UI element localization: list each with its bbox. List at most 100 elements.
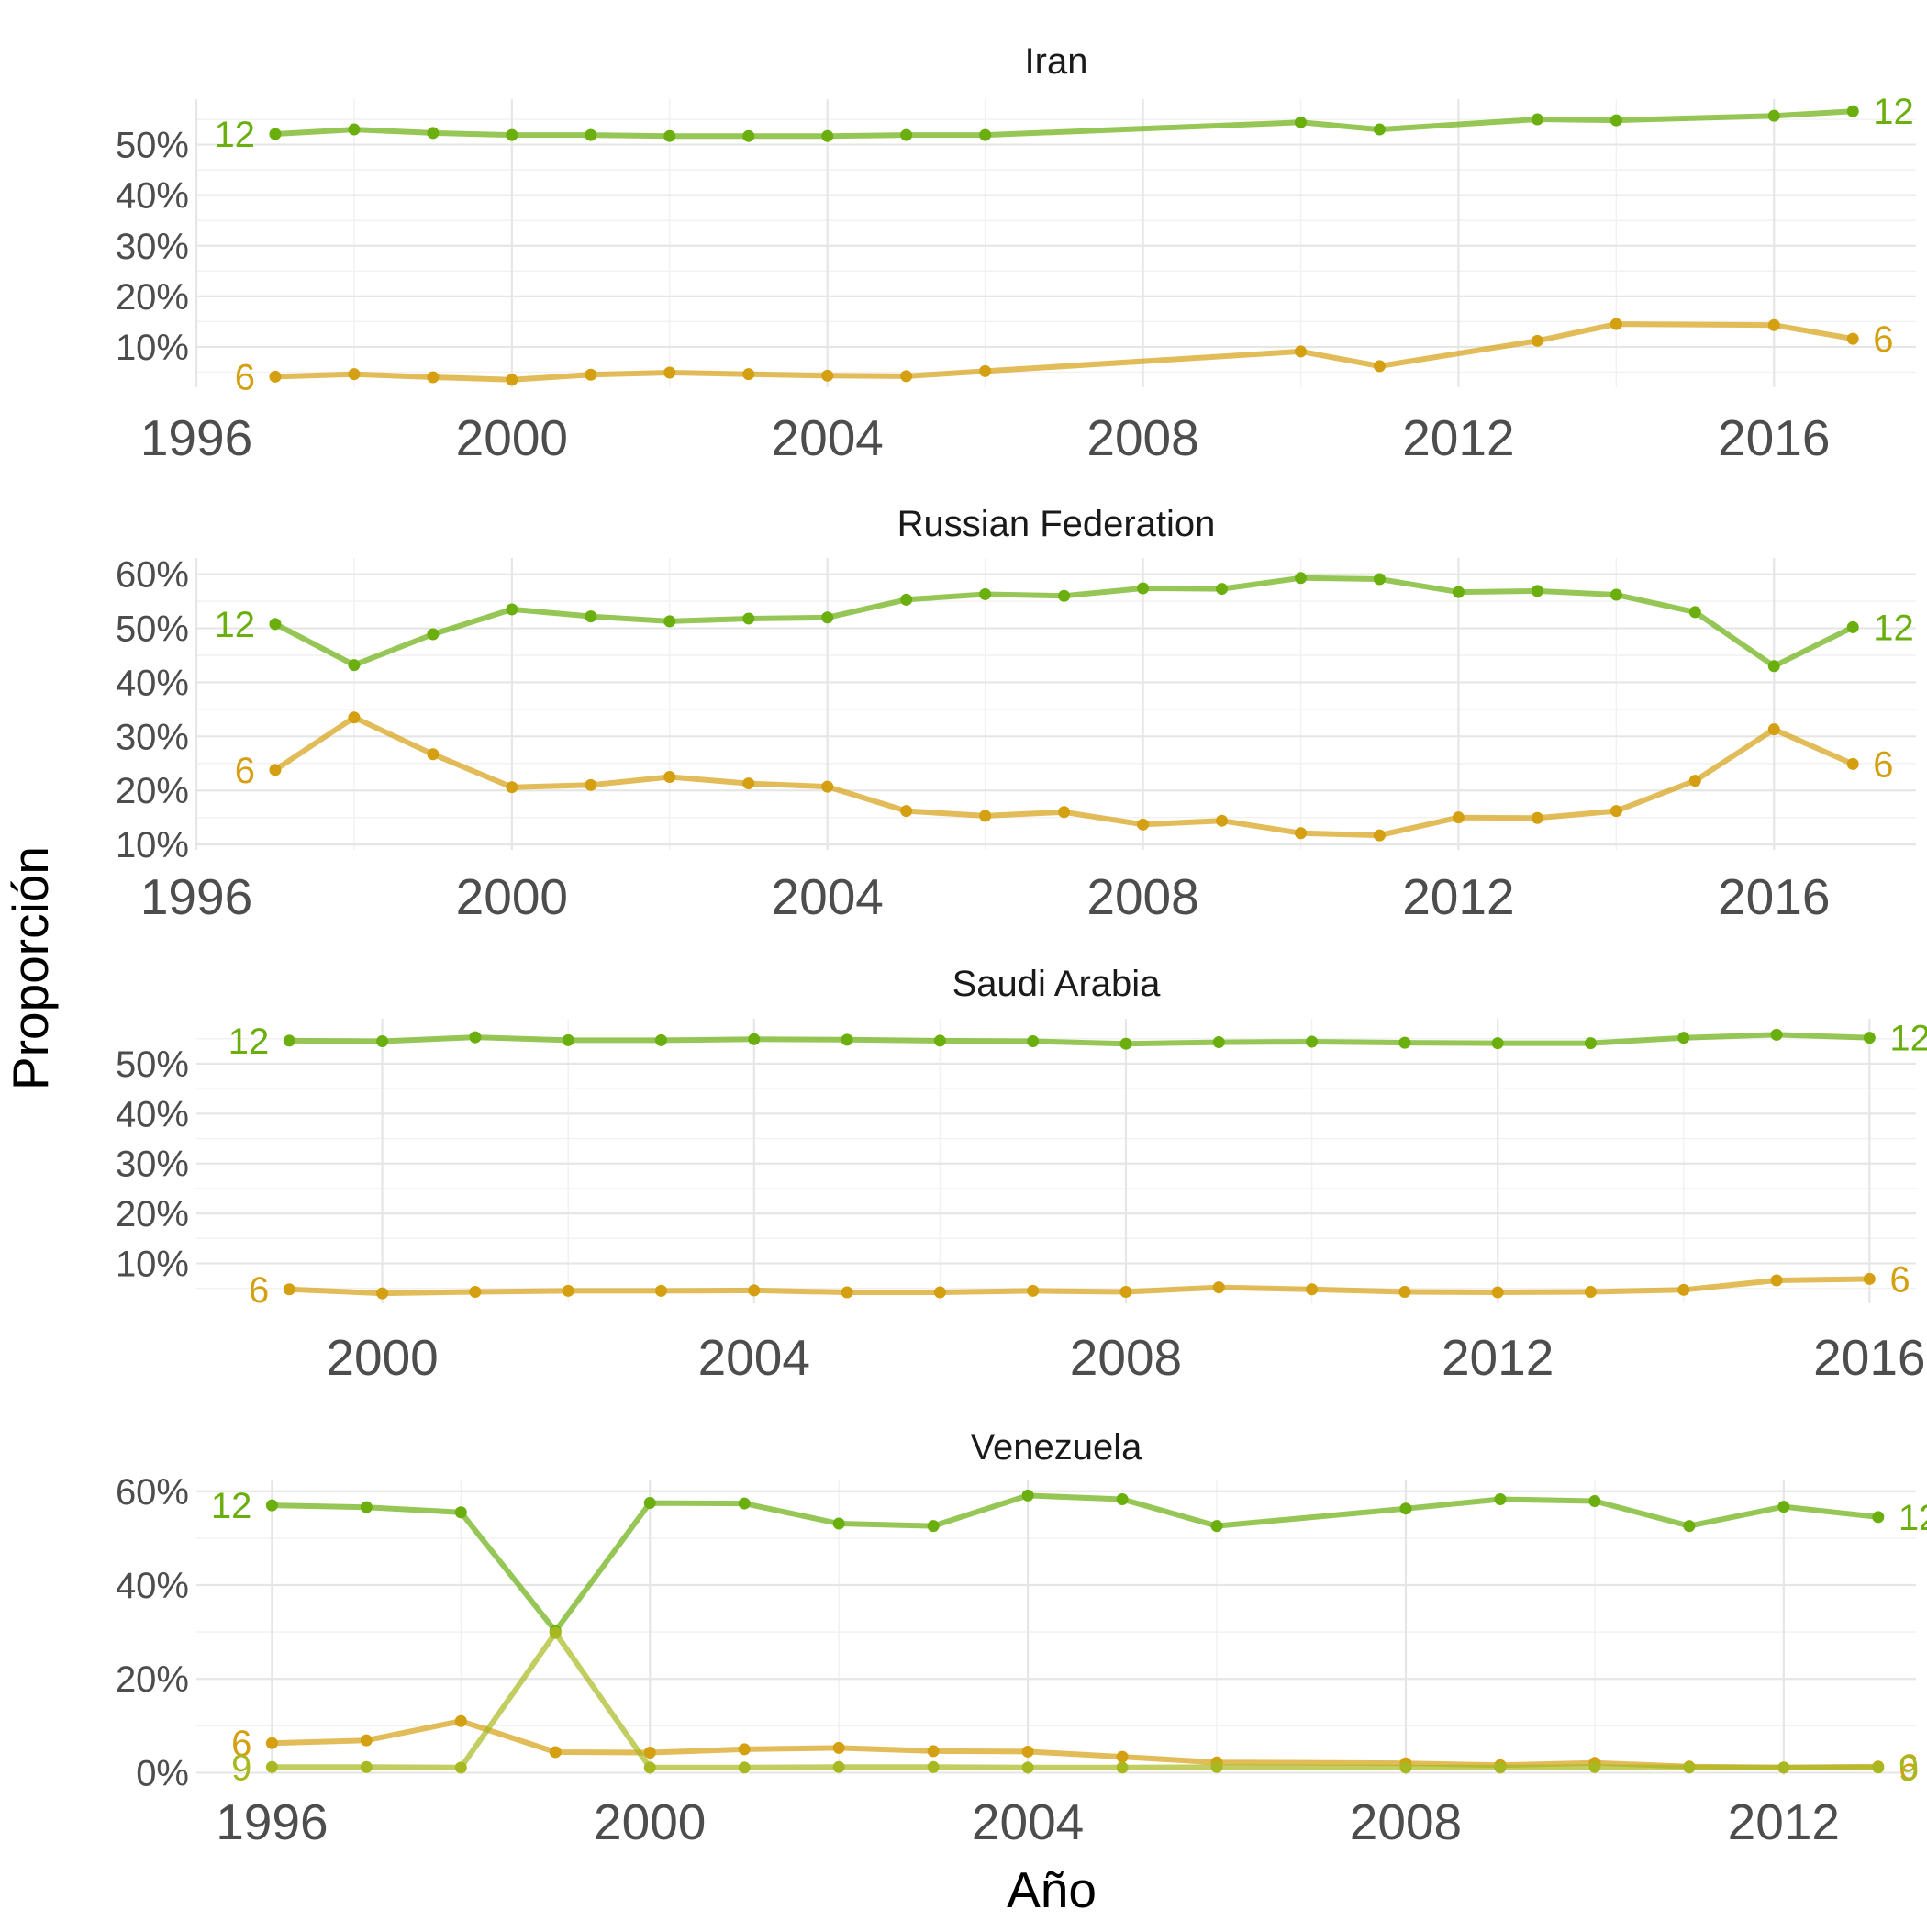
facet-panel: Saudi Arabia 10% 20% 30% 40% 50% 2000 2004 2008 2… [116,964,1927,1386]
data-point-12 [821,129,834,142]
data-point-9 [1588,1760,1601,1773]
facet-panel: Venezuela 0% 20% 40% 60% 1996 2000 2004 2008 2012… [116,1427,1927,1850]
y-tick-label: 50% [116,126,189,166]
series-end-label: 6 [1889,1259,1910,1300]
y-tick-label: 0% [136,1753,189,1793]
data-point-12 [1116,1492,1129,1505]
data-point-9 [927,1760,940,1773]
data-point-6 [832,1741,845,1754]
y-tick-label: 10% [116,328,189,368]
y-tick-label: 40% [116,1094,189,1134]
data-point-6 [1452,811,1465,824]
data-point-12 [1683,1520,1696,1533]
data-point-6 [348,711,361,724]
y-tick-label: 20% [116,1659,189,1700]
data-point-12 [1767,660,1780,673]
data-point-12 [841,1033,853,1046]
data-point-12 [1770,1028,1783,1041]
data-point-6 [427,748,440,761]
data-point-6 [742,777,755,790]
data-point-12 [265,1499,278,1512]
data-point-12 [269,128,282,140]
x-tick-label: 2016 [1813,1329,1925,1386]
data-point-12 [585,128,597,141]
data-point-12 [742,612,755,625]
data-point-12 [427,127,440,140]
data-point-6 [933,1286,946,1299]
data-point-12 [562,1033,574,1046]
data-point-12 [979,587,992,600]
data-point-9 [1872,1761,1885,1774]
x-tick-label: 2008 [1086,868,1198,925]
data-point-6 [469,1285,482,1298]
y-tick-label: 30% [116,227,189,267]
data-point-12 [506,603,518,616]
series-line-9 [269,1630,1881,1770]
x-tick-label: 2008 [1070,1329,1182,1386]
data-point-12 [1846,620,1859,633]
data-point-12 [1494,1492,1507,1505]
data-point-6 [979,810,992,822]
data-point-12 [283,1034,295,1047]
data-point-6 [549,1746,562,1759]
series-end-label: 6 [1899,1748,1919,1788]
data-point-6 [900,370,913,383]
y-tick-label: 20% [116,1194,189,1234]
data-point-9 [1494,1761,1507,1774]
y-tick-label: 50% [116,1044,189,1085]
data-point-6 [1846,332,1859,345]
x-tick-label: 1996 [140,868,252,925]
x-tick-label: 2016 [1718,868,1830,925]
data-point-9 [1116,1761,1129,1774]
data-point-6 [1767,723,1780,736]
data-point-6 [1216,814,1229,827]
data-point-12 [1688,606,1701,619]
data-point-12 [1452,586,1465,598]
y-tick-label: 20% [116,771,189,811]
series-end-label: 12 [1873,92,1914,132]
data-point-6 [643,1746,656,1759]
series-line-6 [286,1276,1873,1297]
data-point-12 [269,618,282,631]
data-point-12 [979,128,992,141]
x-tick-label: 2000 [456,409,568,466]
series-start-label: 6 [249,1270,269,1311]
data-point-6 [283,1283,295,1296]
data-point-6 [1137,818,1150,831]
data-point-12 [1373,123,1386,136]
y-tick-label: 20% [116,277,189,318]
data-point-6 [927,1745,940,1758]
x-tick-label: 1996 [140,409,252,466]
data-point-12 [360,1501,373,1513]
data-point-6 [821,780,834,793]
data-point-12 [900,593,913,606]
data-point-12 [1212,1036,1225,1049]
y-tick-label: 60% [116,555,189,596]
data-point-6 [1294,345,1307,358]
data-point-6 [1531,334,1543,347]
data-point-6 [1373,360,1386,373]
data-point-12 [1610,114,1622,127]
x-tick-label: 2008 [1350,1793,1462,1850]
data-point-6 [585,778,597,791]
data-point-12 [663,615,676,628]
data-point-12 [663,129,676,142]
data-point-12 [1872,1511,1885,1524]
data-point-6 [562,1284,574,1297]
facet-title: Saudi Arabia [952,964,1162,1004]
data-point-6 [748,1284,761,1297]
data-point-12 [1294,116,1307,128]
data-point-12 [832,1517,845,1530]
data-point-6 [663,771,676,783]
data-point-12 [348,659,361,672]
x-tick-label: 2000 [326,1329,438,1386]
data-point-12 [1677,1032,1690,1044]
data-point-12 [1491,1037,1504,1050]
data-point-6 [1767,318,1780,331]
data-point-12 [1777,1501,1790,1513]
data-point-9 [738,1761,751,1774]
data-point-6 [1531,811,1543,824]
y-tick-label: 30% [116,717,189,757]
series-start-label: 6 [231,1724,251,1764]
data-point-12 [1398,1036,1411,1049]
